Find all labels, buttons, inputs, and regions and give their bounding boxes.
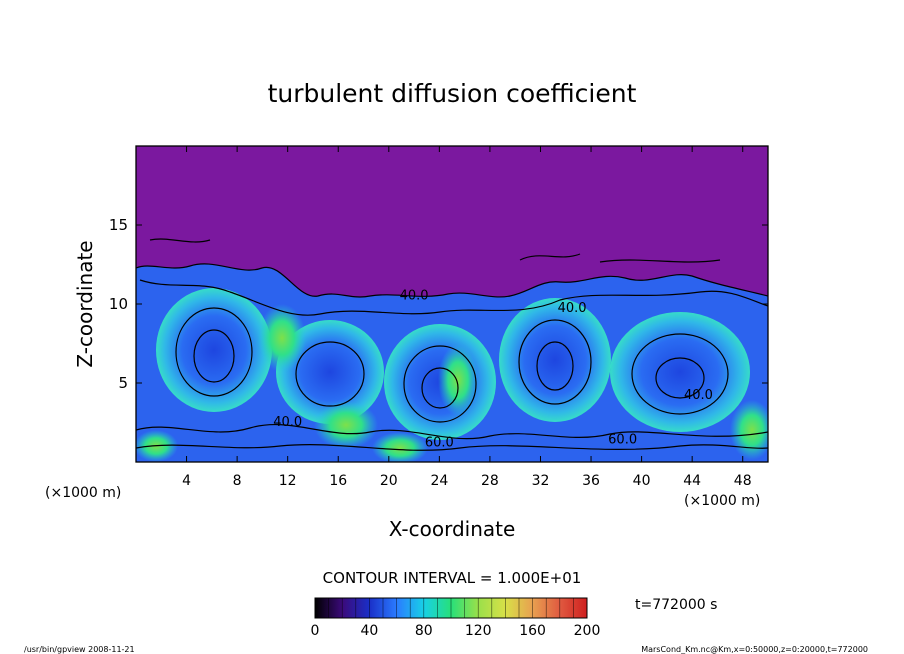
colorbar-tick-label: 0: [311, 623, 320, 639]
contour-label: 60.0: [425, 435, 454, 450]
contour-interval: CONTOUR INTERVAL = 1.000E+01: [323, 569, 582, 587]
x-unit-right: (×1000 m): [684, 493, 760, 509]
x-tick-label: 16: [329, 473, 347, 489]
x-tick-label: 36: [582, 473, 600, 489]
y-tick-label: 10: [109, 295, 128, 313]
contour-labels: 40.0 40.0 40.0 40.0 60.0 60.0: [273, 289, 713, 451]
x-unit-left: (×1000 m): [45, 485, 121, 501]
x-tick-label: 28: [481, 473, 499, 489]
contour-label: 60.0: [608, 432, 637, 447]
footer-left: /usr/bin/gpview 2008-11-21: [24, 645, 135, 654]
vortex-cell: [499, 298, 611, 422]
y-tick-label: 15: [109, 216, 128, 234]
high-value-patch: [372, 432, 428, 462]
x-tick-label: 4: [182, 473, 191, 489]
x-tick-label: 32: [532, 473, 550, 489]
x-tick-label: 8: [233, 473, 242, 489]
y-axis: 5 10 15: [109, 216, 768, 392]
chart-title: turbulent diffusion coefficient: [268, 79, 637, 108]
contour-label: 40.0: [400, 289, 429, 304]
x-tick-label: 48: [734, 473, 752, 489]
x-tick-label: 20: [380, 473, 398, 489]
high-value-patch: [258, 304, 306, 372]
colorbar-tick-label: 40: [360, 623, 378, 639]
high-value-patch: [314, 401, 378, 449]
colorbar-tick-label: 200: [574, 623, 601, 639]
footer-right: MarsCond_Km.nc@Km,x=0:50000,z=0:20000,t=…: [641, 645, 868, 654]
contour-lines: [136, 238, 768, 451]
x-tick-label: 24: [430, 473, 448, 489]
y-tick-label: 5: [118, 374, 128, 392]
contour-label: 40.0: [273, 415, 302, 430]
x-axis: 4 8 12 16 20 24 28 32 36 40 44 48: [182, 146, 752, 489]
contour-label: 40.0: [558, 301, 587, 316]
colorbar-tick-label: 80: [415, 623, 433, 639]
x-tick-label: 12: [279, 473, 297, 489]
y-axis-label: Z-coordinate: [73, 240, 97, 367]
contour-label: 40.0: [684, 388, 713, 403]
time-label: t=772000 s: [635, 597, 717, 613]
colorbar-tick-label: 160: [519, 623, 546, 639]
vortex-cell: [156, 288, 272, 412]
high-value-patch: [438, 344, 478, 416]
plot-area: 40.0 40.0 40.0 40.0 60.0 60.0: [136, 146, 768, 462]
high-value-patch: [730, 400, 768, 460]
x-tick-label: 40: [633, 473, 651, 489]
colorbar-tick-label: 120: [465, 623, 492, 639]
colorbar-ticks: 0 40 80 120 160 200: [311, 623, 601, 639]
colorbar-contour-lines: [328, 598, 574, 618]
x-axis-label: X-coordinate: [389, 517, 516, 541]
x-tick-label: 44: [683, 473, 701, 489]
